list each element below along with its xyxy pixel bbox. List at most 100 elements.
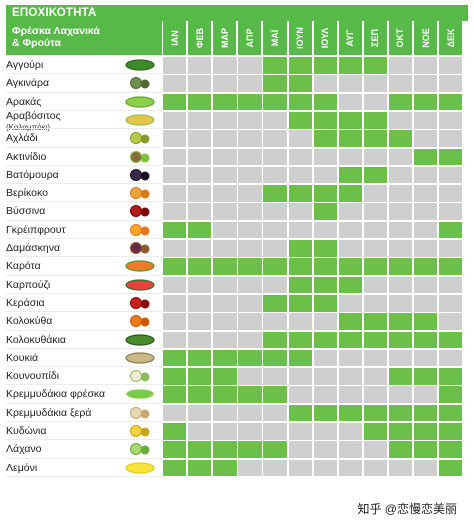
season-cell-out: [414, 221, 438, 239]
season-cell-out: [388, 221, 413, 239]
month-label: ΜΑΪ: [269, 29, 280, 47]
season-cell-out: [163, 57, 187, 74]
season-cell-out: [338, 203, 363, 221]
season-cell-out: [188, 111, 212, 129]
season-cell-in: [363, 423, 388, 440]
season-cell-out: [213, 166, 237, 184]
season-cell-out: [163, 111, 187, 129]
season-cell-in: [414, 331, 438, 349]
season-cell-in: [414, 258, 438, 275]
produce-name: Αγκινάρα: [6, 77, 50, 90]
season-cell-in: [188, 349, 212, 367]
season-cell-out: [188, 75, 212, 92]
season-cell-out: [388, 166, 413, 184]
season-cell-in: [163, 441, 187, 458]
row-divider: [6, 201, 162, 203]
produce-label: Κολοκύθα: [6, 315, 124, 327]
season-cell-in: [163, 386, 187, 404]
season-cell-in: [414, 93, 438, 111]
season-cell-in: [388, 368, 413, 385]
produce-name: Κουνουπίδι: [6, 370, 60, 383]
row-divider: [6, 329, 162, 331]
season-cell-in: [414, 441, 438, 458]
produce-name: Κυδώνια: [6, 425, 47, 437]
season-cell-out: [188, 240, 212, 257]
season-cell-out: [363, 185, 388, 202]
produce-name: Βατόμουρα: [6, 168, 59, 181]
season-cell-out: [288, 313, 312, 330]
season-cell-out: [338, 349, 363, 367]
season-cell-out: [238, 111, 262, 129]
season-cell-out: [439, 111, 463, 129]
season-cell-out: [163, 240, 187, 257]
season-cell-out: [263, 404, 287, 422]
season-cell-in: [414, 148, 438, 166]
season-cell-in: [188, 258, 212, 275]
produce-name: Δαμάσκηνα: [6, 242, 61, 254]
season-cell-in: [188, 441, 212, 458]
season-cell-out: [213, 111, 237, 129]
season-cell-out: [414, 459, 438, 477]
season-cell-out: [263, 221, 287, 239]
season-cell-out: [213, 331, 237, 349]
produce-label: Καρπούζι: [6, 279, 124, 291]
season-cell-in: [288, 294, 312, 312]
season-cell-in: [188, 368, 212, 385]
season-cell-out: [263, 313, 287, 330]
season-cell-in: [163, 459, 187, 477]
season-cell-out: [388, 57, 413, 74]
produce-name: Λεμόνι: [6, 461, 38, 474]
season-cell-out: [213, 313, 237, 330]
produce-label: Βερίκοκο: [6, 187, 124, 199]
produce-name: Βύσσινα: [6, 205, 46, 218]
season-cell-in: [439, 423, 463, 440]
season-cell-out: [439, 75, 463, 92]
season-cell-out: [188, 130, 212, 147]
season-cell-out: [163, 404, 187, 422]
season-cell-in: [288, 93, 312, 111]
season-cell-in: [388, 404, 413, 422]
season-cell-out: [213, 221, 237, 239]
artichoke-icon: [130, 77, 150, 90]
season-cell-in: [238, 93, 262, 111]
season-cell-in: [313, 57, 337, 74]
season-cell-out: [238, 294, 262, 312]
produce-name: Κρεμμυδάκια ξερά: [6, 406, 92, 419]
season-cell-out: [163, 185, 187, 202]
month-header: ΙΟΥΛ: [312, 21, 337, 55]
produce-label: Κυδώνια: [6, 425, 124, 437]
dry-onion-icon: [130, 406, 150, 419]
season-cell-out: [313, 423, 337, 440]
season-cell-in: [163, 368, 187, 385]
season-cell-in: [388, 441, 413, 458]
row-divider: [6, 219, 162, 221]
broad-beans-icon: [125, 352, 155, 364]
season-cell-out: [363, 148, 388, 166]
season-cell-out: [388, 386, 413, 404]
season-cell-in: [238, 258, 262, 275]
produce-label: Λάχανο: [6, 443, 124, 455]
season-cell-in: [263, 441, 287, 458]
season-cell-out: [263, 130, 287, 147]
season-cell-out: [338, 221, 363, 239]
season-cell-out: [414, 111, 438, 129]
produce-label: Κουνουπίδι: [6, 370, 124, 382]
season-cell-out: [213, 404, 237, 422]
season-cell-out: [163, 148, 187, 166]
season-cell-out: [288, 166, 312, 184]
season-cell-in: [439, 441, 463, 458]
season-cell-out: [238, 148, 262, 166]
season-cell-in: [213, 258, 237, 275]
season-cell-in: [363, 404, 388, 422]
row-divider: [6, 91, 162, 93]
season-cell-in: [288, 75, 312, 92]
season-cell-in: [188, 221, 212, 239]
season-cell-out: [414, 294, 438, 312]
season-cell-out: [388, 294, 413, 312]
season-cell-in: [263, 75, 287, 92]
season-cell-in: [163, 258, 187, 275]
season-cell-out: [313, 148, 337, 166]
season-cell-out: [163, 166, 187, 184]
season-cell-out: [263, 203, 287, 221]
spring-onion-icon: [125, 388, 155, 400]
